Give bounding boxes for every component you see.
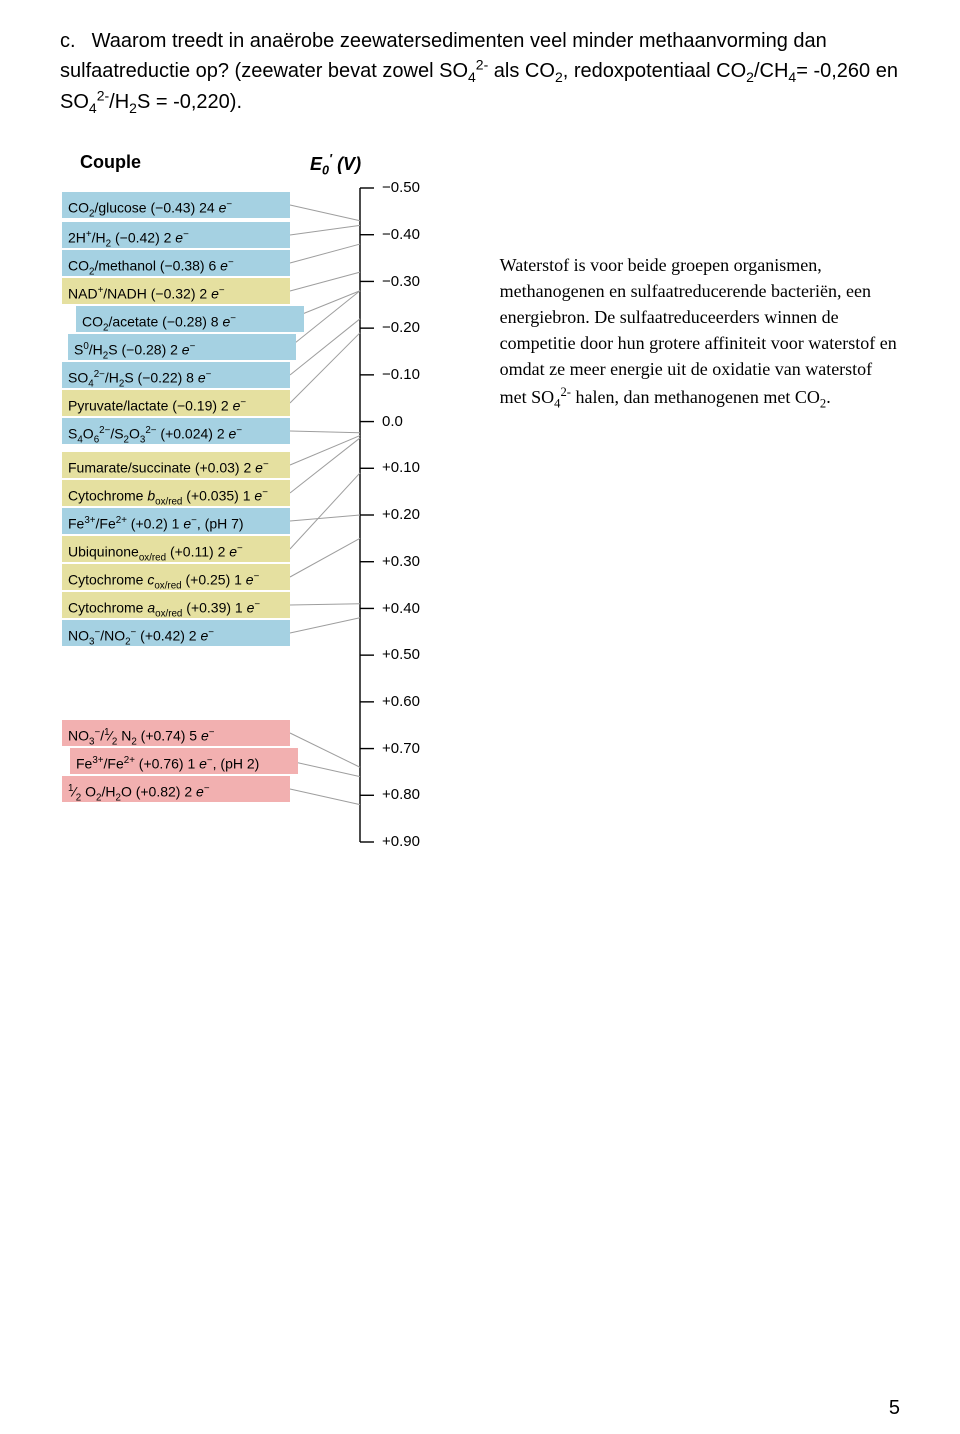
redox-ladder-figure: Couple E0′ (V) −0.50−0.40−0.30−0.20−0.10… (60, 142, 470, 862)
couple-box: NAD+/NADH (−0.32) 2 e− (62, 278, 290, 304)
tick-label: +0.50 (382, 646, 420, 663)
couple-box: SO42−/H2S (−0.22) 8 e− (62, 362, 290, 388)
couple-box: CO2/glucose (−0.43) 24 e− (62, 192, 290, 218)
tick-label: −0.10 (382, 366, 420, 383)
tick-label: +0.70 (382, 740, 420, 757)
question-label: c. (60, 28, 86, 55)
question-text: Waarom treedt in anaërobe zeewatersedime… (60, 30, 898, 113)
couple-box: 1⁄2 O2/H2O (+0.82) 2 e− (62, 776, 290, 802)
couple-box: 2H+/H2 (−0.42) 2 e− (62, 222, 290, 248)
couple-box: Fumarate/succinate (+0.03) 2 e− (62, 452, 290, 478)
couple-box: Ubiquinoneox/red (+0.11) 2 e− (62, 536, 290, 562)
tick-label: −0.20 (382, 319, 420, 336)
page-number: 5 (889, 1397, 900, 1420)
couple-box: Cytochrome cox/red (+0.25) 1 e− (62, 564, 290, 590)
tick-label: −0.30 (382, 273, 420, 290)
page: c. Waarom treedt in anaërobe zeewatersed… (0, 0, 960, 1434)
couple-box: Cytochrome aox/red (+0.39) 1 e− (62, 592, 290, 618)
tick-label: 0.0 (382, 413, 403, 430)
tick-label: −0.40 (382, 226, 420, 243)
tick-label: +0.90 (382, 833, 420, 850)
couple-box: Pyruvate/lactate (−0.19) 2 e− (62, 390, 290, 416)
tick-label: +0.80 (382, 786, 420, 803)
tick-label: +0.10 (382, 459, 420, 476)
couple-box: CO2/methanol (−0.38) 6 e− (62, 250, 290, 276)
answer-text: Waterstof is voor beide groepen organism… (500, 252, 900, 412)
couple-box: Fe3+/Fe2+ (+0.76) 1 e−, (pH 2) (70, 748, 298, 774)
tick-label: +0.20 (382, 506, 420, 523)
couple-box: S0/H2S (−0.28) 2 e− (68, 334, 296, 360)
tick-label: +0.30 (382, 553, 420, 570)
tick-label: +0.40 (382, 600, 420, 617)
figure-row: Couple E0′ (V) −0.50−0.40−0.30−0.20−0.10… (60, 142, 900, 862)
couple-box: NO3−/1⁄2 N2 (+0.74) 5 e− (62, 720, 290, 746)
tick-label: −0.50 (382, 179, 420, 196)
question-block: c. Waarom treedt in anaërobe zeewatersed… (60, 28, 900, 118)
tick-label: +0.60 (382, 693, 420, 710)
couple-box: Cytochrome box/red (+0.035) 1 e− (62, 480, 290, 506)
couple-box: NO3−/NO2− (+0.42) 2 e− (62, 620, 290, 646)
couple-box: CO2/acetate (−0.28) 8 e− (76, 306, 304, 332)
couple-box: S4O62−/S2O32− (+0.024) 2 e− (62, 418, 290, 444)
couple-box: Fe3+/Fe2+ (+0.2) 1 e−, (pH 7) (62, 508, 290, 534)
